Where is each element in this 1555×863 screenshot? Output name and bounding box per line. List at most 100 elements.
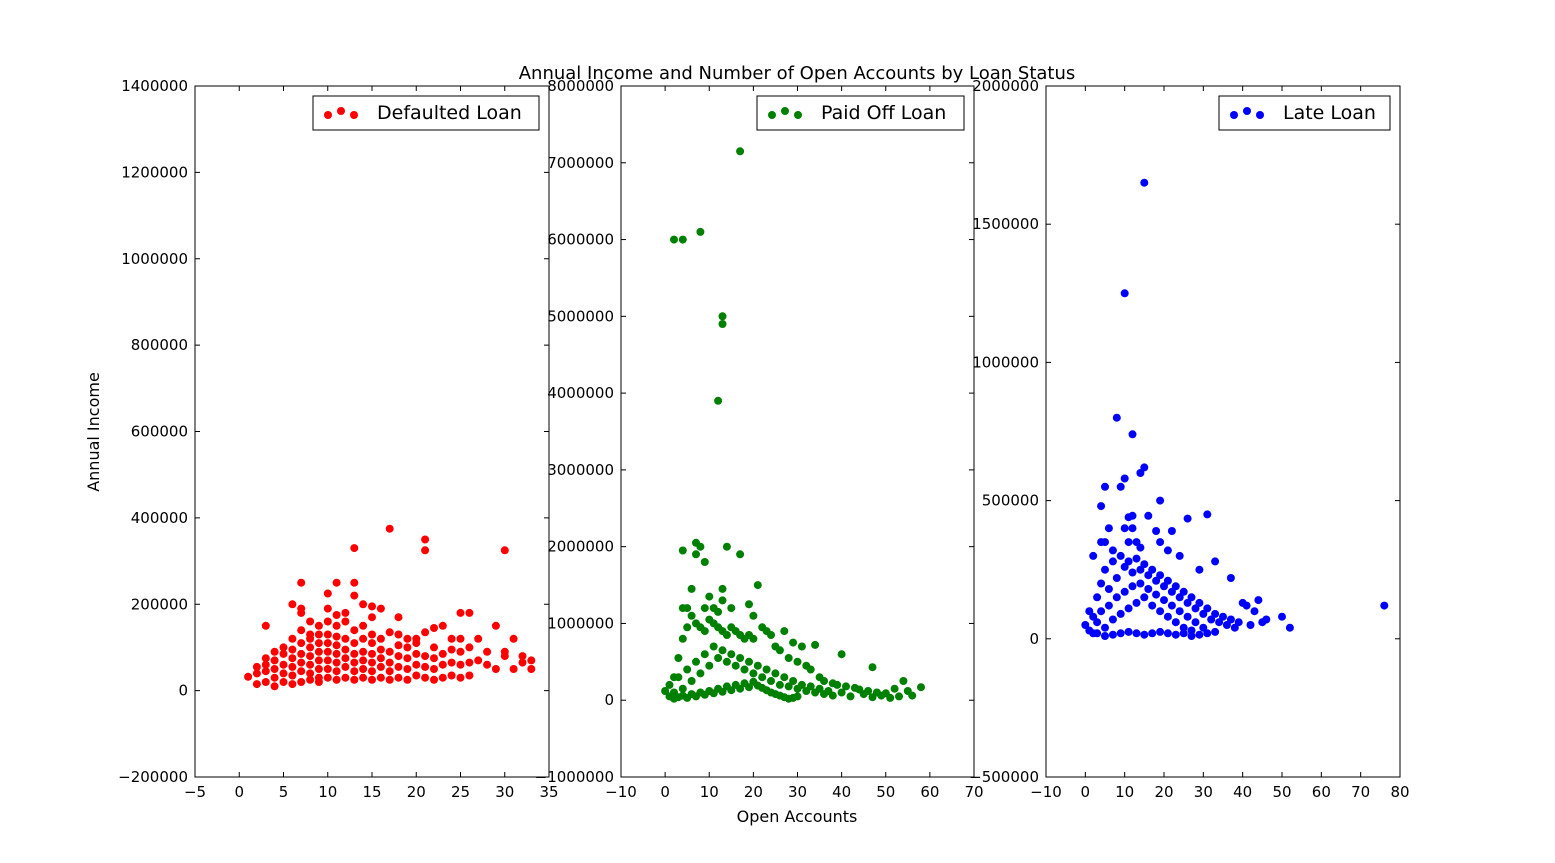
- data-point: [465, 643, 474, 652]
- data-point: [403, 654, 412, 663]
- data-point: [332, 641, 341, 650]
- data-point: [1199, 609, 1208, 618]
- data-point: [279, 649, 288, 658]
- y-tick-label: 800000: [131, 336, 188, 354]
- data-point: [1136, 579, 1145, 588]
- data-point: [1093, 618, 1102, 627]
- data-point: [1089, 551, 1098, 560]
- data-point: [868, 663, 877, 672]
- data-point: [323, 617, 332, 626]
- data-point: [332, 675, 341, 684]
- data-point: [1152, 590, 1161, 599]
- data-point: [665, 680, 674, 689]
- data-point: [1120, 289, 1129, 298]
- data-point: [350, 626, 359, 635]
- x-tick-label: 0: [1081, 783, 1091, 801]
- data-point: [1171, 618, 1180, 627]
- data-point: [350, 658, 359, 667]
- data-point: [323, 656, 332, 665]
- data-point: [1167, 527, 1176, 535]
- data-point: [252, 669, 261, 678]
- data-point: [714, 654, 723, 662]
- data-point: [1226, 615, 1235, 624]
- legend-marker: [324, 111, 332, 119]
- data-point: [1128, 430, 1137, 439]
- data-point: [465, 658, 474, 667]
- data-point: [722, 657, 731, 666]
- data-point: [394, 652, 403, 661]
- data-point: [509, 665, 518, 673]
- data-point: [705, 661, 714, 670]
- data-point: [314, 639, 323, 648]
- data-point: [270, 656, 279, 665]
- data-point: [1163, 612, 1172, 621]
- data-point: [341, 634, 350, 643]
- x-tick-label: 50: [1272, 783, 1291, 801]
- data-point: [341, 645, 350, 654]
- scatter-panel-2: −10 0 10 20 30 40 50 60 70 −1000000 0 1000000 200000…: [535, 77, 984, 801]
- data-point: [1093, 593, 1102, 602]
- data-point: [678, 546, 687, 555]
- data-point: [1144, 511, 1153, 520]
- data-point: [474, 634, 483, 643]
- data-point: [350, 544, 359, 553]
- x-tick-label: −10: [1030, 783, 1062, 801]
- data-point: [288, 600, 297, 609]
- legend: Late Loan: [1218, 95, 1391, 131]
- data-point: [385, 667, 394, 676]
- data-point: [1097, 579, 1106, 588]
- data-point: [509, 634, 518, 643]
- x-tick-label: 20: [744, 783, 763, 801]
- data-point: [1124, 604, 1133, 613]
- data-point: [1101, 565, 1109, 574]
- data-point: [1179, 587, 1188, 596]
- data-point: [314, 665, 323, 673]
- data-point: [1148, 565, 1157, 574]
- data-point: [323, 604, 332, 613]
- data-point: [1250, 607, 1259, 616]
- data-point: [908, 691, 917, 700]
- series-points: [1081, 178, 1389, 640]
- data-point: [1112, 593, 1121, 602]
- data-point: [306, 652, 315, 661]
- data-point: [306, 634, 315, 643]
- data-point: [1160, 596, 1168, 605]
- data-point: [314, 656, 323, 665]
- data-point: [368, 667, 376, 676]
- y-tick-label: 5000000: [547, 307, 614, 325]
- data-point: [736, 654, 745, 662]
- data-point: [341, 617, 350, 626]
- data-point: [1120, 587, 1129, 596]
- data-point: [1104, 524, 1113, 533]
- legend: Defaulted Loan: [312, 95, 540, 131]
- data-point: [687, 584, 696, 593]
- data-point: [447, 645, 456, 654]
- data-point: [252, 662, 261, 671]
- data-point: [297, 667, 306, 676]
- data-point: [1156, 496, 1165, 505]
- data-point: [438, 660, 447, 669]
- data-point: [1101, 538, 1109, 547]
- data-point: [749, 669, 758, 678]
- x-tick-label: 5: [279, 783, 289, 801]
- data-point: [678, 235, 687, 244]
- y-tick-label: 0: [1029, 630, 1039, 648]
- data-point: [376, 604, 385, 613]
- data-point: [270, 647, 279, 656]
- data-point: [430, 654, 438, 663]
- data-point: [1124, 538, 1133, 547]
- data-point: [718, 312, 727, 321]
- data-point: [837, 650, 846, 659]
- data-point: [297, 578, 306, 587]
- data-point: [306, 660, 315, 669]
- y-tick-label: −200000: [118, 768, 188, 786]
- data-point: [394, 613, 403, 622]
- data-point: [749, 634, 758, 643]
- data-point: [430, 643, 438, 652]
- x-tick-label: −10: [605, 783, 637, 801]
- legend-marker: [1243, 107, 1251, 115]
- data-point: [323, 665, 332, 673]
- data-point: [683, 665, 692, 674]
- legend-marker: [337, 107, 345, 115]
- data-point: [767, 677, 775, 685]
